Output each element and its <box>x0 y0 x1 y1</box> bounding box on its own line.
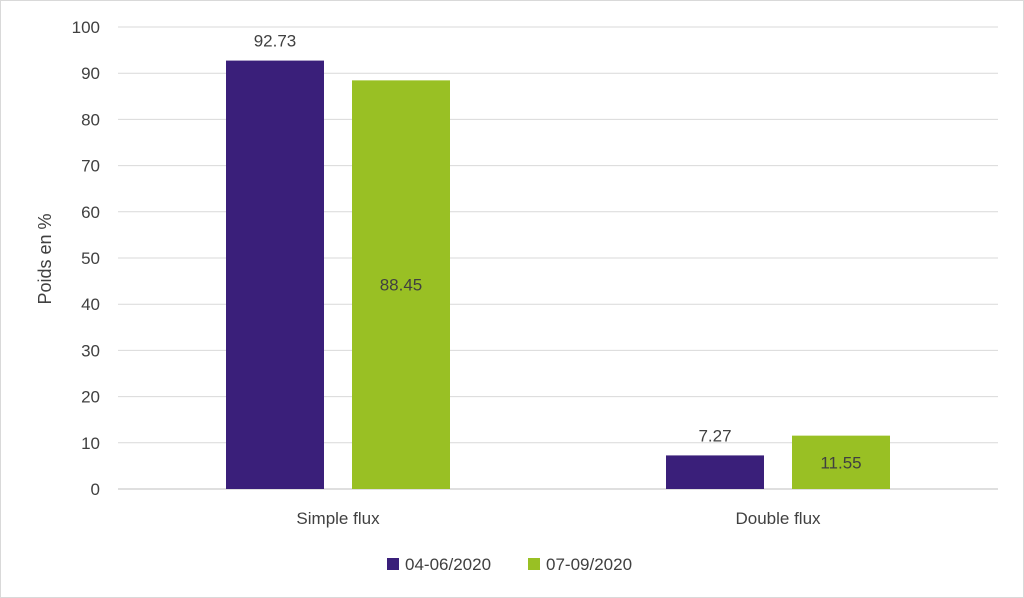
data-label-1-series-1: 92.73 <box>254 32 297 51</box>
x-tick-label-2: Double flux <box>735 509 821 528</box>
legend-label-2: 07-09/2020 <box>546 555 632 574</box>
y-tick-label-60: 60 <box>81 203 100 222</box>
y-tick-label-30: 30 <box>81 341 100 360</box>
legend-swatch-2 <box>528 558 540 570</box>
y-tick-label-90: 90 <box>81 64 100 83</box>
data-label-1-series-2: 88.45 <box>380 276 423 295</box>
y-tick-label-10: 10 <box>81 434 100 453</box>
y-tick-label-20: 20 <box>81 388 100 407</box>
bars <box>226 60 890 490</box>
data-label-2-series-1: 7.27 <box>698 426 731 445</box>
legend-swatch-1 <box>387 558 399 570</box>
x-axis-tick-labels: Simple flux Double flux <box>296 509 821 528</box>
bar-2-series-1 <box>666 455 764 489</box>
y-tick-label-40: 40 <box>81 295 100 314</box>
y-tick-label-0: 0 <box>91 480 100 499</box>
bar-2-series-2 <box>792 435 890 489</box>
y-tick-label-100: 100 <box>72 18 100 37</box>
legend: 04-06/2020 07-09/2020 <box>387 555 632 574</box>
legend-label-1: 04-06/2020 <box>405 555 491 574</box>
y-tick-label-70: 70 <box>81 157 100 176</box>
bar-1-series-1 <box>226 60 324 489</box>
y-tick-label-80: 80 <box>81 110 100 129</box>
data-label-2-series-2: 11.55 <box>820 453 861 472</box>
bar-1-series-2 <box>352 80 450 490</box>
y-axis-title: Poids en % <box>35 213 55 304</box>
data-labels: 92.73 88.45 7.27 11.55 <box>254 32 862 473</box>
y-axis-tick-labels: 0 10 20 30 40 50 60 70 80 90 100 <box>72 18 100 499</box>
x-tick-label-1: Simple flux <box>296 509 380 528</box>
y-tick-label-50: 50 <box>81 249 100 268</box>
